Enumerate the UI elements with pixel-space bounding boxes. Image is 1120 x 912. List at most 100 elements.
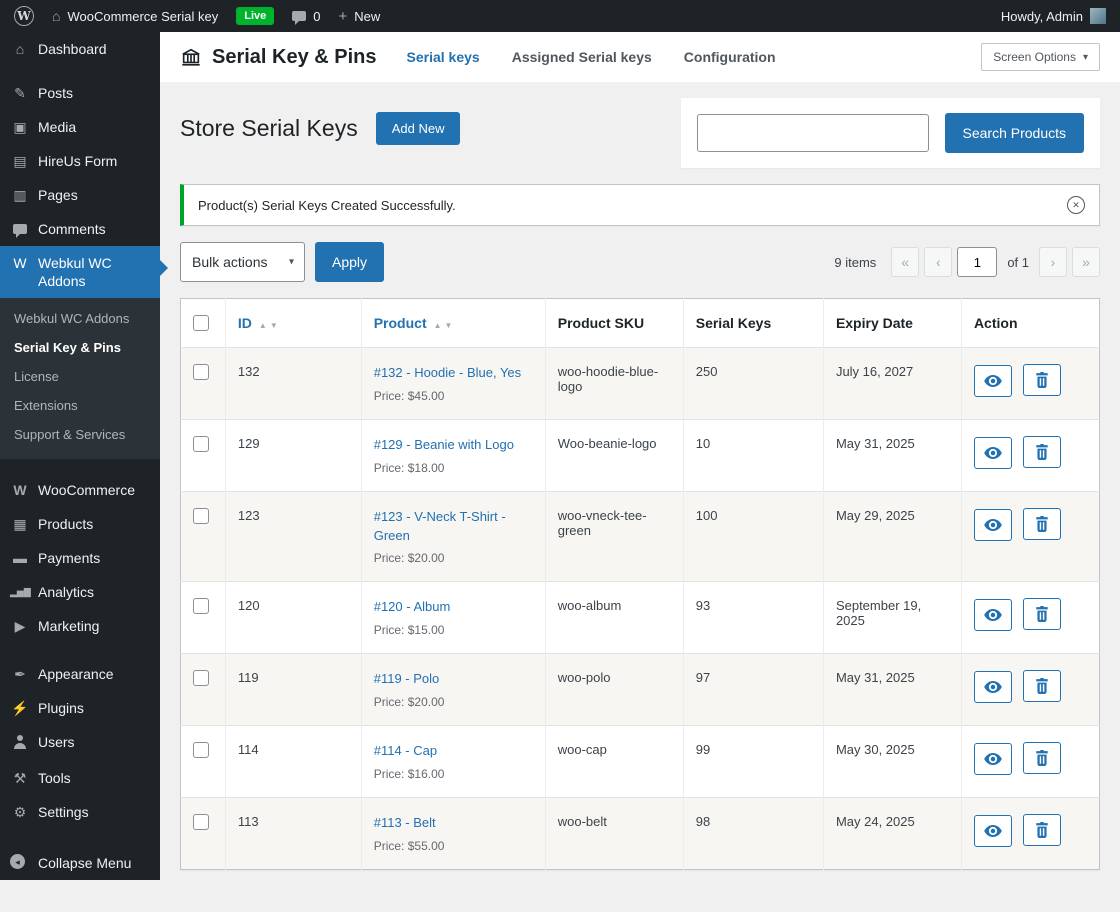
settings-icon: ⚙ [10,803,30,821]
sidebar-item-label: Plugins [38,699,84,717]
submenu-item-extensions[interactable]: Extensions [0,391,160,420]
sidebar-item-collapse-menu[interactable]: ◂ Collapse Menu [0,846,160,880]
product-link[interactable]: #123 - V-Neck T-Shirt - Green [374,508,533,546]
delete-button[interactable] [1023,436,1061,468]
sort-asc-icon[interactable]: ▲ [259,321,270,330]
tab-configuration[interactable]: Configuration [684,43,776,71]
add-new-button[interactable]: Add New [376,112,461,145]
view-serial-keys-button[interactable] [974,509,1012,541]
sidebar-item-label: Media [38,118,76,136]
dismiss-notice-button[interactable]: ✕ [1067,196,1085,214]
column-header-expiry-date: Expiry Date [823,299,961,348]
my-account-menu[interactable]: Howdy, Admin [1001,8,1106,24]
product-link[interactable]: #120 - Album [374,598,533,617]
sidebar-item-hireus-form[interactable]: ▤ HireUs Form [0,144,160,178]
view-serial-keys-button[interactable] [974,437,1012,469]
sidebar-item-products[interactable]: ▦ Products [0,507,160,541]
product-link[interactable]: #132 - Hoodie - Blue, Yes [374,364,533,383]
sidebar-item-label: Collapse Menu [38,854,131,872]
sidebar-item-tools[interactable]: ⚒ Tools [0,761,160,795]
bank-icon [180,46,202,68]
row-checkbox[interactable] [193,742,209,758]
view-serial-keys-button[interactable] [974,743,1012,775]
submenu-item-license[interactable]: License [0,362,160,391]
row-checkbox[interactable] [193,364,209,380]
product-price: Price: $18.00 [374,461,533,475]
tab-assigned-serial-keys[interactable]: Assigned Serial keys [512,43,652,71]
trash-icon [1035,678,1049,694]
screen-options-button[interactable]: Screen Options ▾ [981,43,1100,71]
table-row: 123 #123 - V-Neck T-Shirt - Green Price:… [181,491,1100,582]
product-link[interactable]: #114 - Cap [374,742,533,761]
tab-serial-keys[interactable]: Serial keys [407,43,480,71]
cell-id: 129 [225,419,361,491]
sidebar-item-settings[interactable]: ⚙ Settings [0,795,160,829]
sidebar-item-pages[interactable]: ▥ Pages [0,178,160,212]
submenu-item-webkul-wc-addons[interactable]: Webkul WC Addons [0,304,160,333]
plus-icon: + [338,9,347,24]
delete-button[interactable] [1023,814,1061,846]
sidebar-item-dashboard[interactable]: ⌂ Dashboard [0,32,160,66]
last-page-button[interactable]: » [1072,247,1100,277]
delete-button[interactable] [1023,670,1061,702]
row-checkbox[interactable] [193,598,209,614]
view-serial-keys-button[interactable] [974,599,1012,631]
sort-desc-icon[interactable]: ▼ [445,321,456,330]
sidebar-item-analytics[interactable]: ▂▅▇ Analytics [0,575,160,609]
apply-button[interactable]: Apply [315,242,384,282]
delete-button[interactable] [1023,742,1061,774]
marketing-icon: ▶ [10,617,30,635]
sidebar-item-label: Users [38,733,75,751]
product-link[interactable]: #119 - Polo [374,670,533,689]
sidebar-item-webkul-wc-addons[interactable]: W Webkul WC Addons [0,246,160,298]
pages-icon: ▥ [10,186,30,204]
next-page-button[interactable]: › [1039,247,1067,277]
prev-page-button[interactable]: ‹ [924,247,952,277]
sidebar-item-payments[interactable]: ▬ Payments [0,541,160,575]
cell-serial-keys: 250 [683,348,823,420]
view-serial-keys-button[interactable] [974,365,1012,397]
sidebar-item-media[interactable]: ▣ Media [0,110,160,144]
row-checkbox[interactable] [193,508,209,524]
sort-desc-icon[interactable]: ▼ [270,321,281,330]
delete-button[interactable] [1023,364,1061,396]
site-name-link[interactable]: ⌂ WooCommerce Serial key [52,8,218,24]
submenu-item-support-services[interactable]: Support & Services [0,420,160,449]
current-page-input[interactable] [957,247,997,277]
sidebar-item-users[interactable]: Users [0,725,160,761]
new-content-menu[interactable]: + New [338,9,380,24]
view-serial-keys-button[interactable] [974,671,1012,703]
product-link[interactable]: #129 - Beanie with Logo [374,436,533,455]
row-checkbox[interactable] [193,436,209,452]
column-header-action: Action [961,299,1099,348]
sidebar-item-appearance[interactable]: ✒ Appearance [0,657,160,691]
sidebar-item-woocommerce[interactable]: W WooCommerce [0,473,160,507]
select-all-checkbox[interactable] [193,315,209,331]
sidebar-item-posts[interactable]: ✎ Posts [0,76,160,110]
column-header-id[interactable]: ID [238,315,252,331]
sidebar-item-comments[interactable]: Comments [0,212,160,246]
delete-button[interactable] [1023,508,1061,540]
search-products-button[interactable]: Search Products [945,113,1085,153]
bulk-actions-select[interactable]: Bulk actions [180,242,305,282]
row-checkbox[interactable] [193,814,209,830]
column-header-product[interactable]: Product [374,315,427,331]
product-price: Price: $45.00 [374,389,533,403]
view-serial-keys-button[interactable] [974,815,1012,847]
row-checkbox[interactable] [193,670,209,686]
wordpress-menu[interactable]: W [14,6,34,26]
woocommerce-icon: W [10,481,30,499]
product-price: Price: $20.00 [374,695,533,709]
sidebar-item-label: Webkul WC Addons [38,254,150,290]
search-products-input[interactable] [697,114,929,152]
sidebar-item-marketing[interactable]: ▶ Marketing [0,609,160,643]
comments-admin-bar[interactable]: 0 [292,9,320,24]
trash-icon [1035,606,1049,622]
sort-asc-icon[interactable]: ▲ [434,321,445,330]
product-link[interactable]: #113 - Belt [374,814,533,833]
sidebar-item-plugins[interactable]: ⚡ Plugins [0,691,160,725]
submenu-item-serial-key-pins[interactable]: Serial Key & Pins [0,333,160,362]
delete-button[interactable] [1023,598,1061,630]
plugin-tabs: Serial keys Assigned Serial keys Configu… [407,43,776,71]
first-page-button[interactable]: « [891,247,919,277]
